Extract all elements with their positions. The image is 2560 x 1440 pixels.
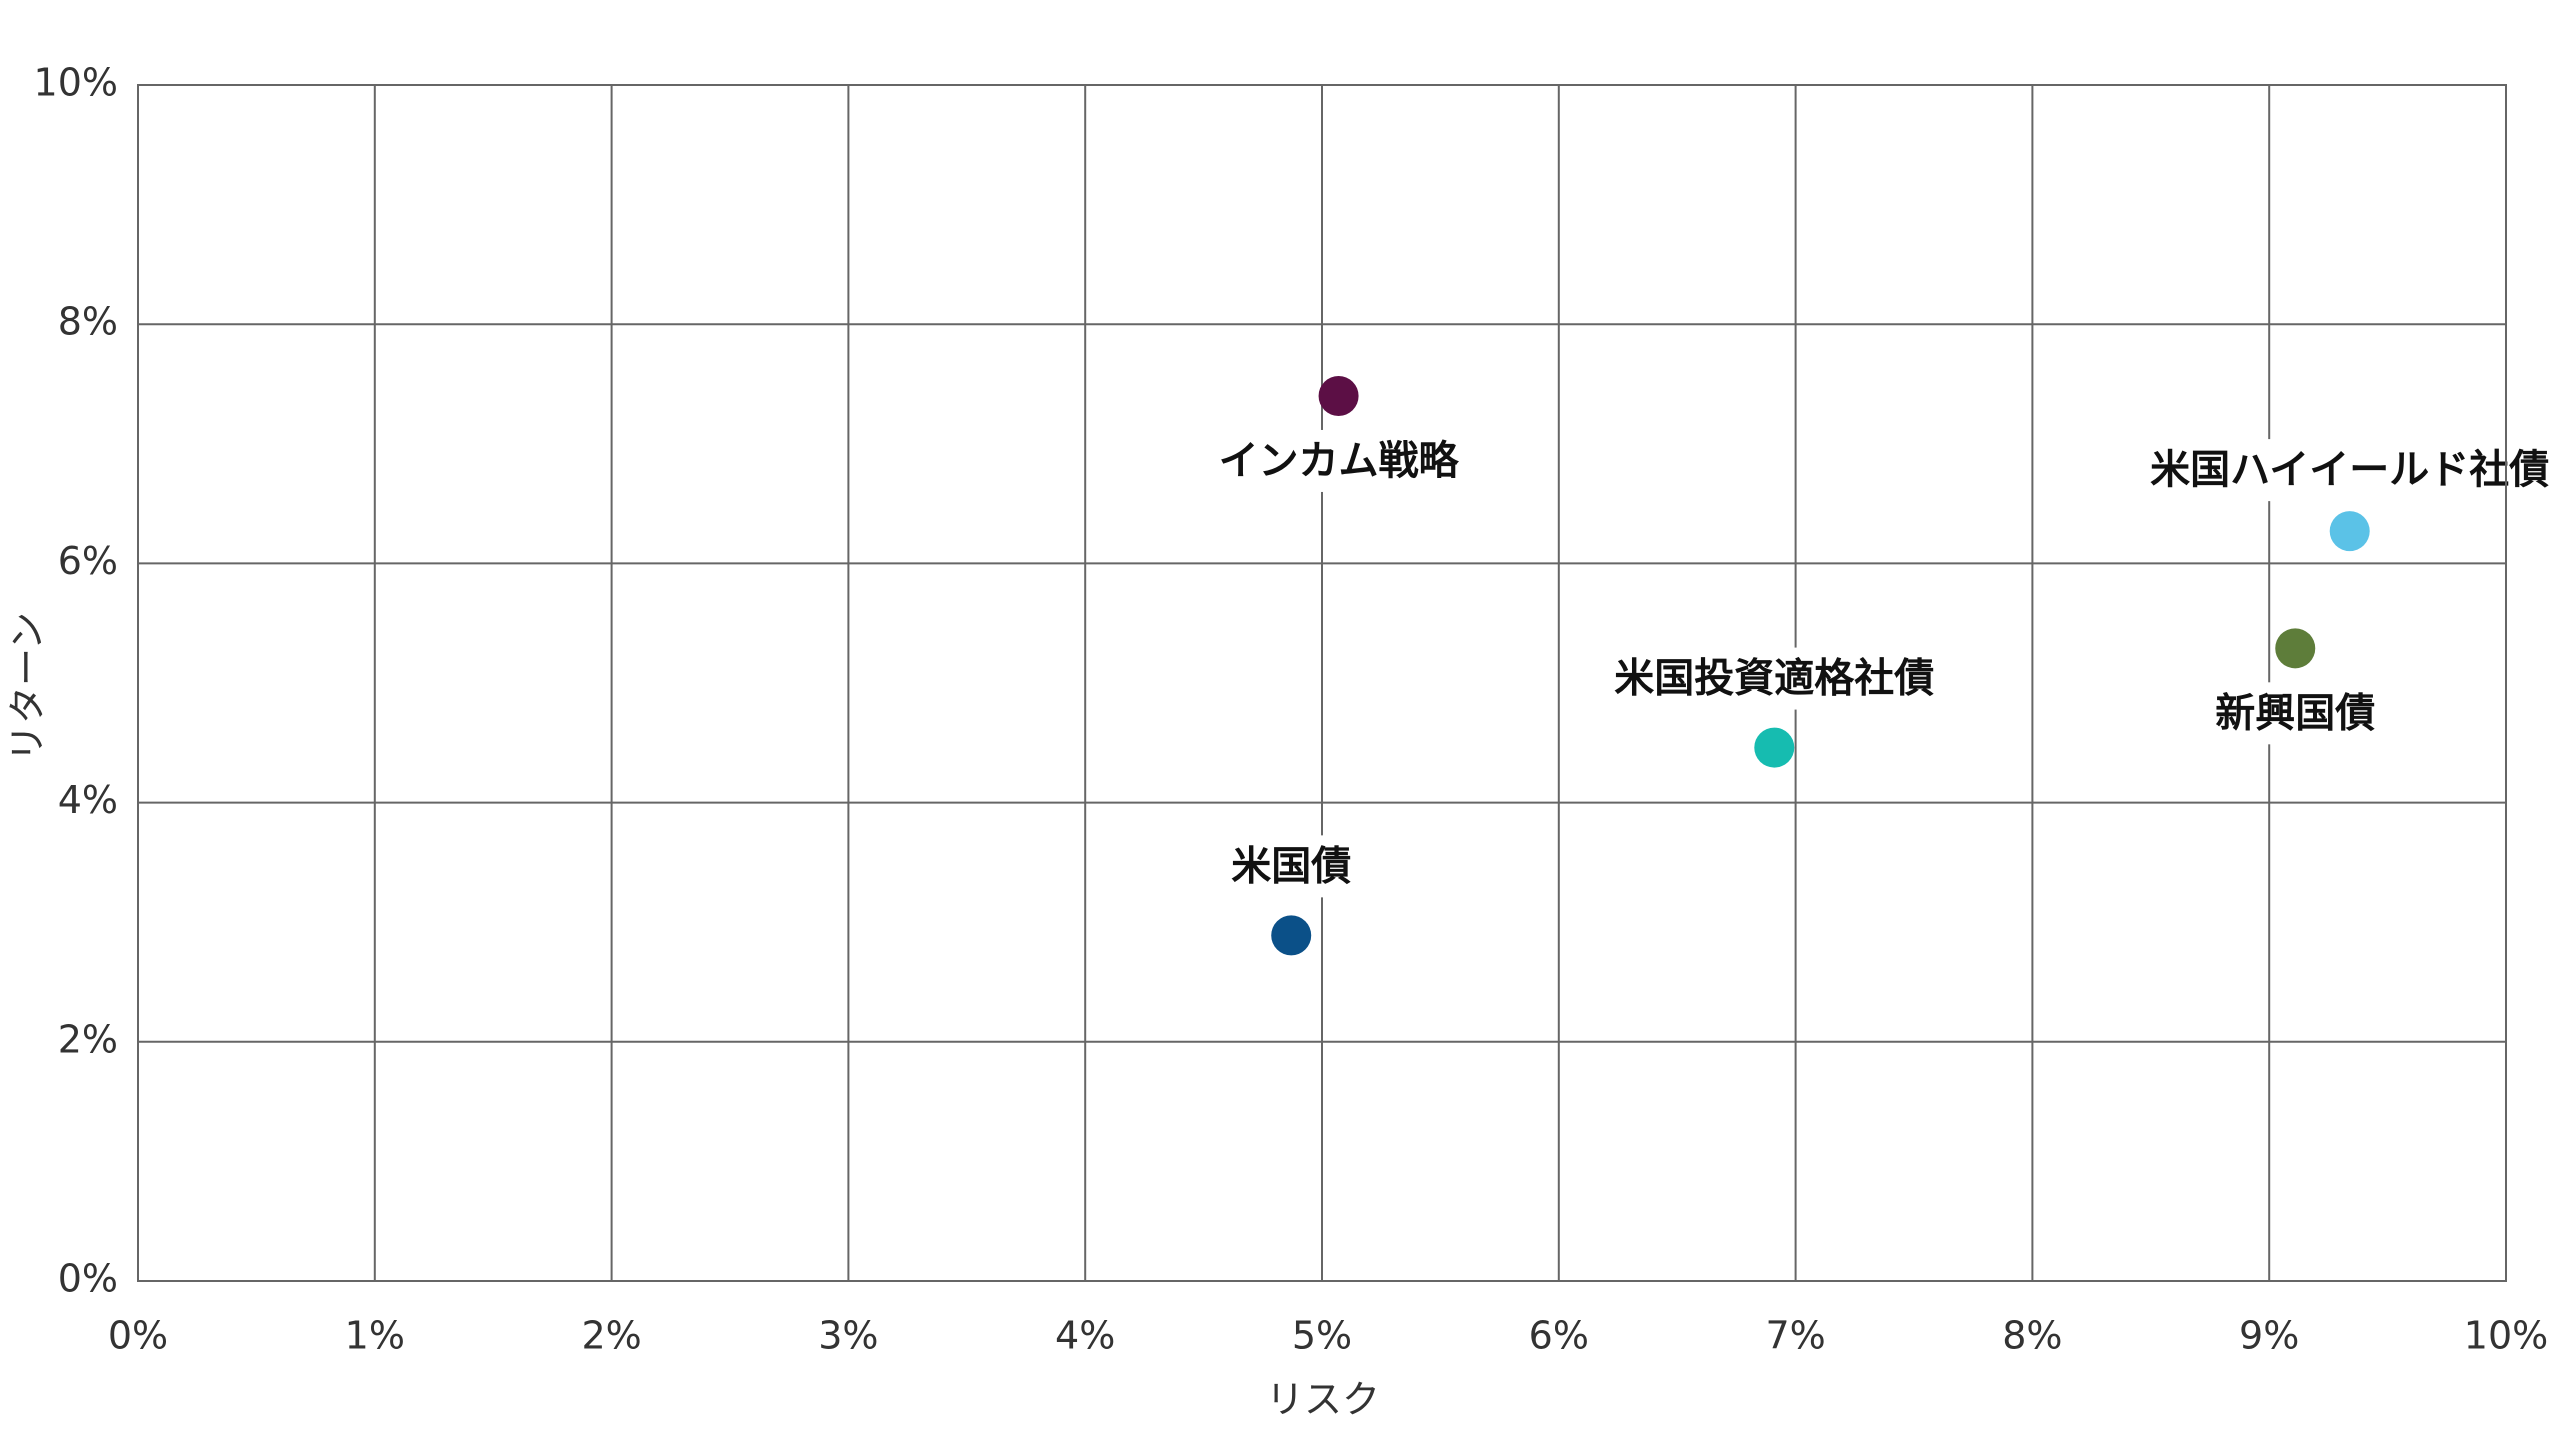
- x-tick-label: 1%: [345, 1314, 405, 1358]
- label-background: [2138, 439, 2560, 502]
- label-background: [2203, 682, 2388, 745]
- label-background: [1602, 647, 1947, 710]
- x-tick-label: 0%: [108, 1314, 168, 1358]
- point: [2275, 628, 2316, 669]
- y-tick-label: 4%: [58, 778, 118, 822]
- point-label: 新興国債: [2215, 690, 2375, 736]
- point-label: 米国ハイイールド社債: [2150, 447, 2549, 493]
- y-axis-title: リターン: [6, 612, 50, 762]
- x-tick-label: 2%: [581, 1314, 641, 1358]
- x-axis-title: リスク: [1266, 1378, 1380, 1422]
- x-tick-label: 8%: [2002, 1314, 2062, 1358]
- plot-frame: [137, 84, 2507, 1282]
- point-label: 米国債: [1231, 843, 1351, 889]
- y-tick-label: 6%: [58, 539, 118, 583]
- y-tick-label: 8%: [58, 300, 118, 344]
- x-tick-label: 9%: [2239, 1314, 2299, 1358]
- y-tick-label: 0%: [58, 1257, 118, 1301]
- point-label: インカム戦略: [1219, 438, 1460, 484]
- point: [1318, 375, 1359, 416]
- point: [2329, 511, 2370, 552]
- label-background: [1206, 429, 1472, 492]
- label-background: [1219, 835, 1364, 898]
- point: [1271, 915, 1312, 956]
- x-tick-label: 5%: [1292, 1314, 1352, 1358]
- point: [1754, 727, 1795, 768]
- x-tick-label: 4%: [1055, 1314, 1115, 1358]
- y-tick-label: 10%: [34, 61, 118, 105]
- x-tick-label: 6%: [1529, 1314, 1589, 1358]
- point-label: 米国投資適格社債: [1614, 656, 1934, 702]
- y-tick-label: 2%: [58, 1017, 118, 1061]
- x-tick-label: 3%: [818, 1314, 878, 1358]
- x-tick-label: 7%: [1765, 1314, 1825, 1358]
- x-tick-label: 10%: [2464, 1314, 2548, 1358]
